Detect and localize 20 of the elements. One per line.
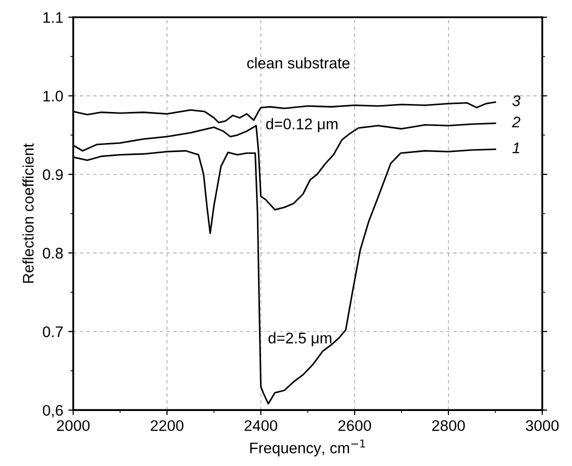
- y-tick-label: 0.7: [42, 326, 63, 338]
- y-tick-label: 1.1: [43, 12, 63, 23]
- y-tick-label: 0,6: [42, 404, 63, 418]
- y-axis-title: Reflection coefficient: [22, 143, 34, 283]
- annotation: d=0.12 μm: [266, 118, 338, 132]
- x-tick-label: 2000: [56, 420, 90, 432]
- x-tick-label: 2200: [150, 420, 184, 432]
- x-axis-title: Frequency, cm$^{−1}$: [250, 440, 365, 456]
- annotation: d=2.5 μm: [268, 332, 332, 346]
- x-tick-label: 2400: [244, 420, 278, 432]
- y-tick-label: 0.9: [42, 169, 63, 180]
- x-tick-label: 3000: [526, 420, 559, 432]
- y-tick-label: 1.0: [43, 90, 63, 102]
- series-label: 1: [512, 142, 520, 154]
- x-tick-label: 2800: [432, 420, 465, 432]
- annotation: clean substrate: [247, 57, 350, 68]
- series-label: 2: [512, 116, 520, 128]
- x-tick-label: 2600: [338, 420, 372, 432]
- legend-label: 3: [512, 95, 520, 106]
- y-tick-label: 0.8: [42, 248, 63, 259]
